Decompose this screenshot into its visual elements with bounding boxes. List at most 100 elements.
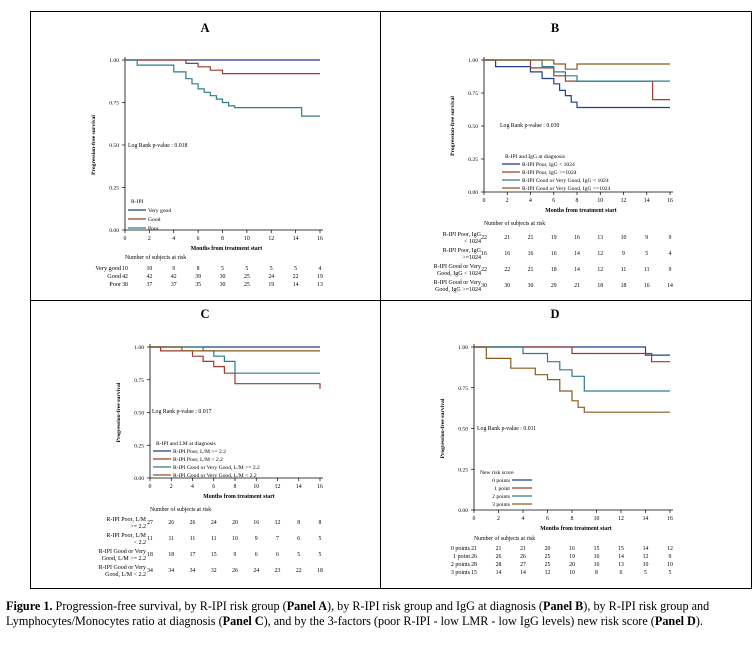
pvalue-annotation: Log Rank p-value : 0.018 [128, 143, 188, 149]
risk-count: 21 [528, 235, 534, 241]
x-tick-label: 0 [149, 484, 152, 490]
legend-entry: R-IPI Good or Very Good, L/M < 2.2 [173, 473, 257, 479]
series-line [125, 59, 320, 117]
risk-count: 30 [220, 282, 226, 288]
risk-row-label: 1 point [453, 554, 470, 560]
risk-count: 13 [618, 562, 624, 568]
risk-table-title: Number of subjects at risk [125, 254, 186, 261]
risk-count: 24 [253, 568, 259, 574]
panel-d: D 0.00 0.25 0.50 0.75 1.00 0 2 4 6 8 10 12 14 16 Months… [440, 307, 673, 576]
risk-count: 14 [618, 554, 624, 560]
legend-entry: 0 points [492, 478, 510, 484]
x-tick-label: 2 [170, 484, 173, 490]
risk-row-label: R-IPI Poor, L/M [106, 517, 146, 523]
risk-count: 9 [234, 552, 237, 558]
risk-row-label: R-IPI Poor, IgG [443, 232, 482, 238]
y-axis-label: Progression-free survival [91, 115, 97, 175]
risk-row-label: >=1024 [462, 255, 481, 261]
risk-count: 25 [545, 562, 551, 568]
risk-count: 12 [667, 546, 673, 552]
risk-row-label: 2 points [451, 562, 471, 568]
legend-entry: R-IPI Good or Very Good, L/M >= 2.2 [173, 465, 260, 471]
risk-count: 11 [644, 267, 650, 273]
risk-count: 38 [122, 282, 128, 288]
risk-count: 16 [253, 520, 259, 526]
risk-count: 39 [195, 274, 201, 280]
x-tick-label: 2 [497, 516, 500, 522]
caption-part: ). [695, 614, 703, 628]
x-tick-label: 14 [643, 516, 649, 522]
x-tick-label: 8 [576, 198, 579, 204]
risk-count: 26 [232, 568, 238, 574]
series-line [484, 59, 670, 109]
x-tick-label: 6 [197, 236, 200, 242]
risk-count: 16 [481, 251, 487, 257]
risk-count: 11 [211, 536, 217, 542]
series-line [150, 346, 320, 374]
risk-count: 4 [669, 251, 672, 257]
risk-count: 19 [551, 235, 557, 241]
risk-count: 21 [528, 267, 534, 273]
figure-caption: Figure 1. Progression-free survival, by … [6, 599, 752, 629]
risk-count: 14 [574, 251, 580, 257]
panel-b: B 0.00 0.25 0.50 0.75 1.00 0 2 4 6 8 10 12 14 16 Months… [434, 21, 673, 293]
panel-title: D [550, 307, 559, 321]
legend: R-IPI and LM at diagnosis R-IPI Poor, L/M… [153, 441, 260, 479]
panel-title: C [200, 307, 209, 321]
x-tick-label: 10 [244, 236, 250, 242]
x-tick-label: 14 [293, 236, 299, 242]
caption-body: Progression-free survival, by R-IPI risk… [6, 599, 709, 628]
x-tick-label: 14 [296, 484, 302, 490]
panel-title: A [200, 21, 209, 35]
risk-count: 26 [496, 554, 502, 560]
series-line [484, 59, 670, 82]
risk-count: 24 [211, 520, 217, 526]
risk-count: 17 [190, 552, 196, 558]
pvalue-annotation: Log Rank p-value : 0.017 [152, 409, 212, 415]
x-tick-label: 2 [506, 198, 509, 204]
risk-count: 26 [471, 554, 477, 560]
y-tick-label: 0.00 [458, 508, 468, 514]
x-tick-label: 10 [253, 484, 259, 490]
risk-row-label: Good [107, 273, 122, 280]
risk-count: 35 [195, 282, 201, 288]
risk-row-label: Good, IgG >=1024 [435, 287, 481, 293]
risk-count: 26 [190, 520, 196, 526]
series-group [150, 346, 321, 389]
caption-part: ), by R-IPI risk group and IgG at diagno… [327, 599, 543, 613]
risk-count: 22 [296, 568, 302, 574]
risk-table-title: Number of subjects at risk [474, 535, 535, 542]
risk-count: 9 [172, 266, 175, 272]
risk-row-label: R-IPI Good or Very [434, 264, 481, 270]
risk-count: 14 [643, 546, 649, 552]
y-axis-label: Progression-free survival [116, 382, 122, 442]
risk-count: 9 [669, 554, 672, 560]
x-tick-label: 4 [529, 198, 532, 204]
y-tick-label: 0.25 [468, 157, 478, 163]
risk-count: 25 [244, 274, 250, 280]
legend-title: R-IPI and LM at diagnosis [156, 441, 216, 447]
risk-count: 8 [197, 266, 200, 272]
y-tick-label: 0.75 [468, 91, 478, 97]
risk-count: 6 [255, 552, 258, 558]
risk-count: 20 [569, 562, 575, 568]
risk-count: 10 [643, 562, 649, 568]
risk-count: 16 [551, 251, 557, 257]
risk-row-label: 3 points [451, 570, 471, 576]
x-tick-label: 14 [644, 198, 650, 204]
risk-count: 5 [245, 266, 248, 272]
risk-count: 23 [275, 568, 281, 574]
x-tick-label: 10 [597, 198, 603, 204]
risk-count: 25 [545, 554, 551, 560]
risk-count: 12 [545, 570, 551, 576]
risk-count: 30 [481, 283, 487, 289]
risk-count: 10 [232, 536, 238, 542]
risk-count: 21 [574, 283, 580, 289]
risk-count: 14 [667, 283, 673, 289]
risk-count: 12 [597, 267, 603, 273]
risk-count: 11 [621, 267, 627, 273]
risk-count: 10 [667, 562, 673, 568]
legend-entry: Poor [148, 226, 159, 232]
series-group [125, 59, 320, 117]
risk-count: 7 [276, 536, 279, 542]
